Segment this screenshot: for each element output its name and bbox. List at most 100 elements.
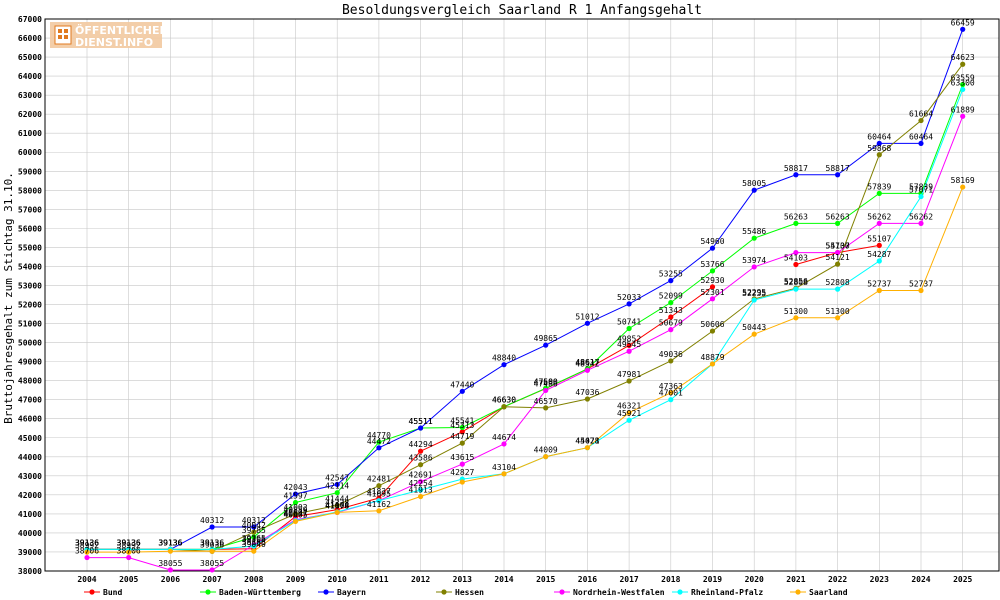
data-point-hessen [334, 502, 340, 509]
y-tick-label: 49000 [18, 358, 42, 367]
data-label-hessen: 40042 [242, 521, 266, 530]
data-label-rheinland-pfalz: 41104 [325, 501, 349, 510]
data-label-baden-wuerttemberg: 47600 [534, 377, 558, 386]
x-tick-label: 2006 [161, 575, 180, 584]
data-label-hessen: 42481 [367, 475, 391, 484]
x-tick-label: 2021 [786, 575, 805, 584]
legend-marker-bund [89, 589, 95, 595]
data-label-nordrhein-westfalen: 38706 [75, 547, 99, 556]
data-point-saarland [251, 548, 257, 554]
logo-mark-icon [54, 25, 72, 45]
data-point-baden-wuerttemberg [376, 439, 382, 445]
data-point-rheinland-pfalz [668, 397, 674, 403]
data-point-bayern [876, 140, 882, 147]
data-point-saarland [418, 493, 424, 500]
y-tick-label: 51000 [18, 320, 42, 329]
data-label-bayern: 51012 [575, 312, 599, 321]
data-point-hessen [835, 261, 841, 267]
data-label-bayern: 48840 [492, 354, 516, 363]
data-point-bayern [543, 342, 549, 348]
data-label-saarland: 41076 [325, 501, 349, 510]
series-line-nordrhein-westfalen [87, 116, 964, 571]
data-point-bayern [584, 320, 591, 326]
data-point-baden-wuerttemberg [292, 499, 299, 506]
y-tick-label: 67000 [18, 15, 42, 24]
data-label-saarland: 43104 [492, 463, 516, 472]
data-label-rheinland-pfalz: 48879 [700, 353, 724, 362]
data-label-baden-wuerttemberg: 44770 [367, 431, 391, 440]
y-tick-label: 40000 [18, 529, 42, 538]
data-label-saarland: 51300 [826, 307, 850, 316]
data-point-bund [668, 314, 674, 320]
data-point-baden-wuerttemberg [793, 220, 799, 226]
data-point-nordrhein-westfalen [126, 554, 132, 561]
x-tick-label: 2020 [745, 575, 764, 584]
data-label-bund: 39166 [242, 538, 266, 547]
data-label-rheinland-pfalz: 54287 [867, 250, 891, 259]
data-point-rheinland-pfalz [960, 86, 966, 93]
data-point-saarland [668, 390, 674, 396]
data-point-hessen [376, 483, 382, 489]
data-label-rheinland-pfalz: 40647 [283, 510, 307, 519]
data-point-hessen [626, 378, 632, 384]
data-point-nordrhein-westfalen [459, 461, 465, 467]
data-point-hessen [709, 328, 716, 334]
data-label-bayern: 60464 [867, 132, 891, 141]
legend-marker-saarland [795, 589, 801, 595]
data-label-nordrhein-westfalen: 56262 [867, 212, 891, 221]
data-label-saarland: 38992 [75, 541, 99, 550]
y-tick-label: 38000 [18, 567, 42, 576]
data-point-nordrhein-westfalen [167, 567, 173, 573]
x-tick-label: 2022 [828, 575, 847, 584]
data-point-saarland [709, 361, 716, 367]
data-point-hessen [584, 396, 591, 402]
data-point-baden-wuerttemberg [334, 490, 340, 496]
data-point-baden-wuerttemberg [668, 300, 674, 306]
x-tick-label: 2019 [703, 575, 722, 584]
data-label-hessen: 50606 [700, 320, 724, 329]
data-label-hessen: 64623 [951, 53, 975, 62]
data-point-baden-wuerttemberg [960, 81, 966, 88]
data-point-baden-wuerttemberg [876, 190, 882, 196]
data-label-nordrhein-westfalen: 40697 [283, 509, 307, 518]
data-label-hessen: 46570 [534, 397, 558, 406]
data-label-bund: 51343 [659, 306, 683, 315]
data-labels: 39136 39136 39136 39136 39166 40859 41228 41837… [75, 18, 975, 568]
data-point-nordrhein-westfalen [876, 220, 882, 226]
grid-lines [45, 18, 999, 572]
data-label-bund: 55107 [867, 234, 891, 243]
data-point-rheinland-pfalz [793, 286, 799, 292]
data-point-hessen [292, 511, 299, 517]
data-point-nordrhein-westfalen [668, 327, 674, 333]
y-tick-label: 62000 [18, 110, 42, 119]
data-point-bund [459, 429, 465, 435]
data-point-nordrhein-westfalen [418, 479, 424, 485]
data-label-bayern: 53255 [659, 270, 683, 279]
data-label-hessen: 41444 [325, 494, 349, 503]
data-point-rheinland-pfalz [376, 498, 382, 504]
data-point-hessen [501, 404, 507, 410]
data-point-bayern [376, 445, 382, 451]
data-label-hessen: 47036 [575, 388, 599, 397]
data-point-saarland [835, 315, 841, 321]
y-tick-label: 52000 [18, 301, 42, 310]
data-point-bayern [418, 425, 424, 431]
data-label-baden-wuerttemberg: 63559 [951, 73, 975, 82]
logo-mark-cell [64, 29, 68, 33]
data-point-rheinland-pfalz [835, 286, 841, 292]
data-point-nordrhein-westfalen [501, 441, 507, 447]
x-tick-label: 2008 [244, 575, 263, 584]
logo-mark-cell [64, 35, 68, 39]
data-point-rheinland-pfalz [751, 297, 757, 303]
data-label-nordrhein-westfalen: 38055 [158, 559, 182, 568]
data-label-saarland: 52737 [867, 279, 891, 288]
data-point-saarland [84, 549, 90, 555]
data-point-saarland [459, 479, 465, 485]
legend-label-hessen: Hessen [455, 588, 484, 597]
data-label-bayern: 39136 [117, 538, 141, 547]
data-point-saarland [751, 331, 757, 337]
data-point-bayern [292, 491, 299, 497]
data-label-baden-wuerttemberg: 48617 [575, 358, 599, 367]
series-line-hessen [87, 63, 964, 552]
data-point-nordrhein-westfalen [626, 348, 632, 354]
